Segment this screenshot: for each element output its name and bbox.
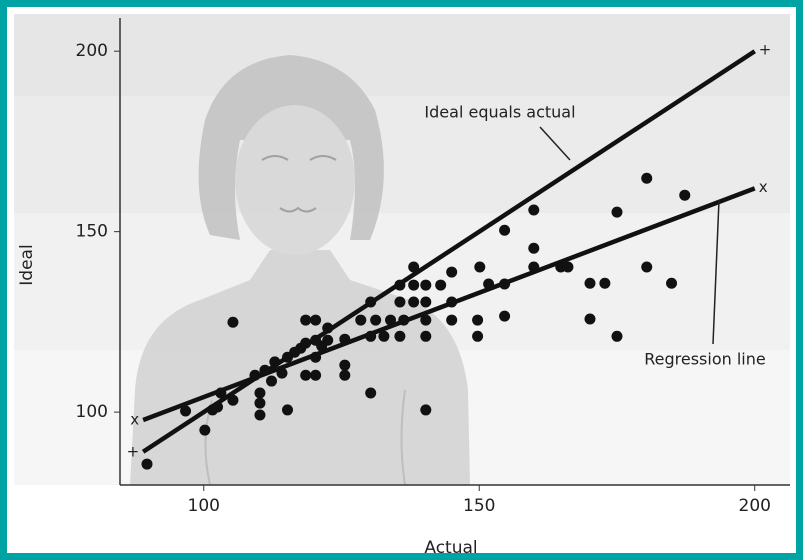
- band: [14, 14, 790, 96]
- point: [141, 458, 153, 470]
- point: [499, 278, 511, 290]
- point: [499, 310, 511, 322]
- point: [276, 367, 288, 379]
- point: [370, 314, 382, 326]
- point: [300, 369, 312, 381]
- point: [365, 296, 377, 308]
- point: [446, 314, 458, 326]
- point: [420, 279, 432, 291]
- point: [472, 314, 484, 326]
- band: [14, 96, 790, 213]
- point: [215, 387, 227, 399]
- point: [528, 261, 540, 273]
- point: [282, 404, 293, 416]
- point: [385, 314, 397, 326]
- point: [611, 206, 623, 218]
- line-marker: +: [759, 41, 772, 59]
- point: [408, 279, 420, 291]
- point: [420, 404, 432, 416]
- point: [641, 261, 653, 273]
- point: [528, 204, 540, 216]
- point: [474, 261, 486, 273]
- annotation: Regression line: [644, 350, 765, 369]
- point: [212, 401, 224, 413]
- point: [446, 296, 458, 308]
- point: [339, 333, 351, 345]
- annotation-leader: [712, 199, 720, 345]
- point: [269, 356, 281, 368]
- point: [227, 316, 239, 328]
- point: [227, 394, 239, 406]
- point: [199, 424, 211, 436]
- point: [310, 314, 322, 326]
- annotation: Ideal equals actual: [424, 103, 575, 122]
- point: [365, 330, 377, 342]
- point: [300, 314, 312, 326]
- point: [394, 296, 406, 308]
- point: [562, 261, 574, 273]
- point: [310, 351, 322, 363]
- silhouette: [130, 55, 470, 486]
- point: [472, 330, 484, 342]
- point: [322, 322, 334, 334]
- point: [666, 277, 678, 289]
- point: [408, 261, 420, 273]
- point: [254, 397, 266, 409]
- y-axis-label: Ideal: [17, 244, 37, 285]
- point: [266, 375, 278, 387]
- point: [300, 337, 312, 349]
- point: [254, 387, 266, 399]
- point: [394, 330, 406, 342]
- point: [259, 364, 271, 376]
- point: [420, 314, 432, 326]
- point: [420, 330, 432, 342]
- line-marker: +: [127, 442, 140, 460]
- x-tick-label: 200: [739, 496, 771, 516]
- line-marker: x: [130, 411, 139, 429]
- point: [483, 278, 495, 290]
- point: [446, 266, 458, 278]
- point: [254, 409, 266, 421]
- line-marker: x: [759, 178, 768, 196]
- x-tick-label: 100: [188, 496, 220, 516]
- point: [339, 369, 351, 381]
- point: [249, 369, 261, 381]
- point: [528, 242, 540, 254]
- point: [584, 277, 596, 289]
- point: [408, 296, 420, 308]
- point: [180, 405, 192, 417]
- point: [599, 277, 611, 289]
- point: [679, 189, 691, 201]
- point: [435, 279, 447, 291]
- point: [611, 330, 623, 342]
- point: [365, 387, 377, 399]
- y-tick-label: 150: [76, 222, 108, 242]
- annotation-leader: [539, 126, 571, 161]
- point: [310, 369, 322, 381]
- point: [499, 224, 511, 236]
- point: [584, 313, 596, 325]
- point: [355, 314, 367, 326]
- point: [322, 334, 334, 346]
- point: [339, 359, 351, 371]
- y-tick-label: 200: [76, 41, 108, 61]
- point: [378, 330, 390, 342]
- point: [394, 279, 406, 291]
- point: [420, 296, 432, 308]
- y-tick-label: 100: [76, 402, 108, 422]
- point: [641, 172, 653, 184]
- x-tick-label: 150: [463, 496, 495, 516]
- point: [398, 314, 410, 326]
- line: [141, 49, 756, 454]
